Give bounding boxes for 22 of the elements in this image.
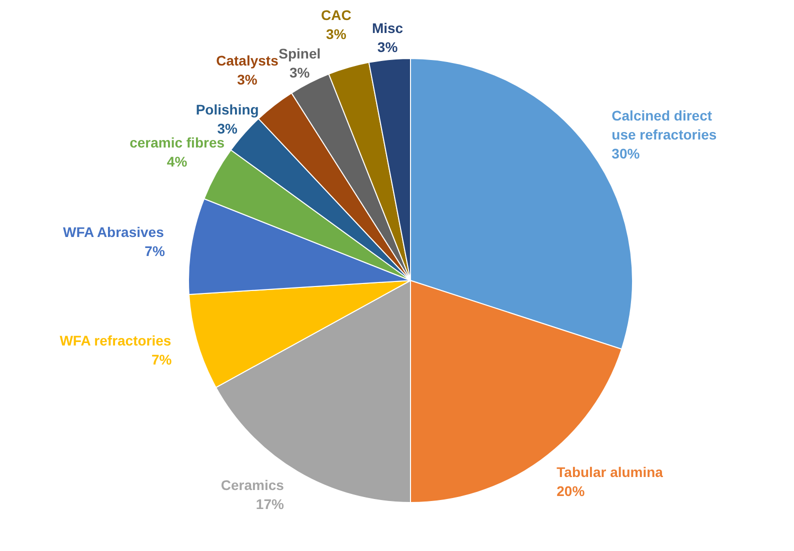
slice-label: WFA refractories xyxy=(60,332,172,348)
data-label: 3% xyxy=(326,26,347,42)
data-label: 7% xyxy=(152,351,172,368)
data-label: 3% xyxy=(237,72,258,88)
data-label: 7% xyxy=(144,243,166,260)
slice-label: Spinel xyxy=(278,45,321,62)
slice-label: Tabular alumina xyxy=(556,464,664,480)
data-label: 30% xyxy=(612,145,640,162)
slice-label: Misc xyxy=(372,20,404,36)
slice-label: Catalysts xyxy=(216,52,279,69)
data-label: 3% xyxy=(217,120,238,137)
slice-label: ceramic fibres xyxy=(130,134,225,151)
slice-label: CAC xyxy=(321,7,352,24)
slice-label: Calcined direct use refractories xyxy=(612,107,717,142)
data-label: 17% xyxy=(256,496,284,512)
data-label: 3% xyxy=(290,64,310,80)
slice-label: Polishing xyxy=(196,102,259,118)
data-label: 20% xyxy=(556,483,586,500)
data-label: 4% xyxy=(166,154,188,170)
slice-label: WFA Abrasives xyxy=(62,224,164,240)
slice-label: Ceramics xyxy=(220,477,284,494)
data-label: 3% xyxy=(377,38,398,55)
